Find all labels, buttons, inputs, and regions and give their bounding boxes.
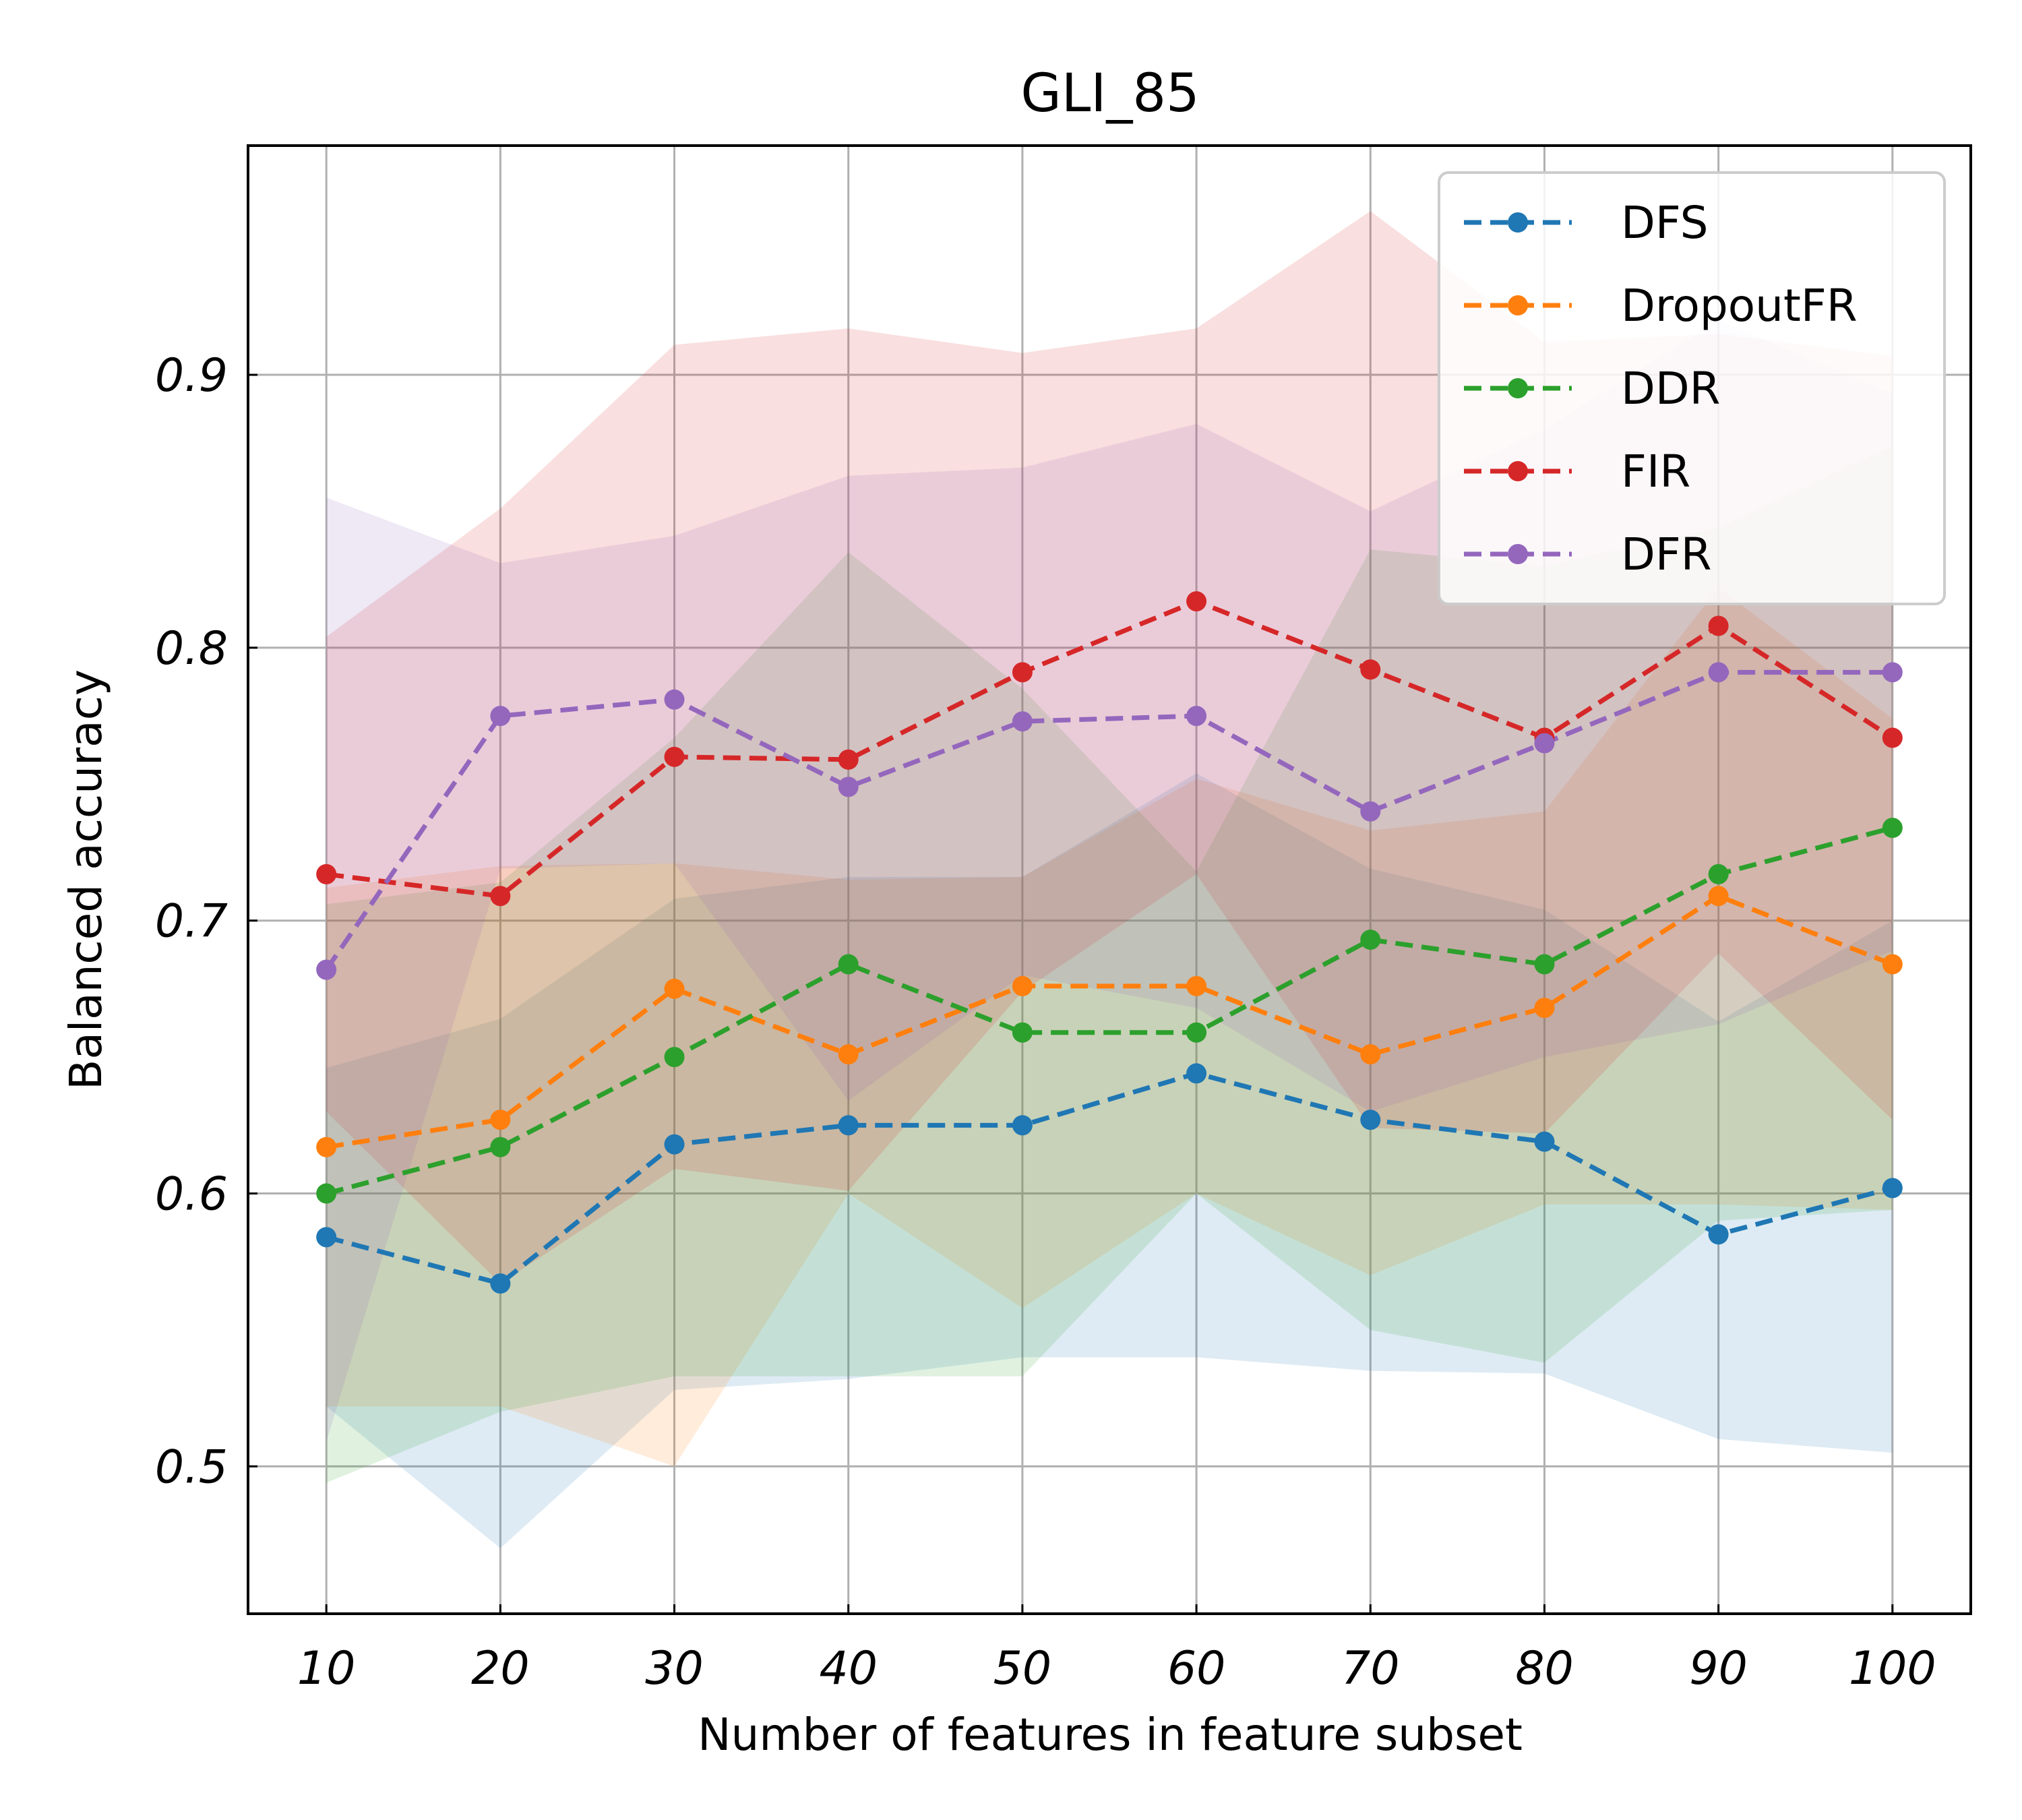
fir-point <box>316 863 337 884</box>
ddr-band <box>326 446 1893 1483</box>
dfs-point <box>664 1134 685 1155</box>
fir-point <box>1360 659 1381 680</box>
dfr-line <box>324 669 1893 971</box>
dfs-point <box>838 1115 859 1136</box>
x-tick-label: 30 <box>645 1642 704 1695</box>
legend-dfs-label: DFS <box>1621 197 1709 249</box>
fir-point <box>1882 727 1903 748</box>
dropoutfr-line <box>326 893 1894 1150</box>
ddr-point <box>1012 1022 1033 1043</box>
dfs-point <box>316 1227 337 1248</box>
x-tick-label: 60 <box>1167 1642 1226 1695</box>
x-tick-label: 40 <box>819 1642 878 1695</box>
dfr-point <box>316 959 337 980</box>
x-axis-label: Number of features in feature subset <box>698 1709 1523 1761</box>
dfr-point <box>1360 801 1381 822</box>
fir-point <box>1708 615 1729 636</box>
fir-line <box>326 599 1894 899</box>
dropoutfr-point <box>1882 954 1903 975</box>
x-tick-label: 80 <box>1515 1642 1574 1695</box>
dfr-point <box>1882 662 1903 683</box>
legend-ddr-marker <box>1508 378 1528 398</box>
dfs-line <box>326 1070 1893 1286</box>
y-tick-label: 0.6 <box>155 1168 228 1221</box>
legend-ddr-label: DDR <box>1621 363 1721 415</box>
dropoutfr-point <box>664 978 685 999</box>
dropoutfr-point <box>1360 1044 1381 1065</box>
fir-point <box>1186 591 1207 612</box>
ddr-line <box>326 825 1893 1196</box>
dfs-point <box>1012 1115 1033 1136</box>
ddr-point <box>1882 818 1903 839</box>
ddr-point <box>838 954 859 975</box>
dropoutfr-point <box>1012 975 1033 996</box>
y-tick-label: 0.7 <box>155 895 228 948</box>
legend-box <box>1438 171 1946 605</box>
fir-point <box>838 749 859 770</box>
x-tick-label: 20 <box>471 1642 530 1695</box>
x-tick-label: 50 <box>993 1642 1052 1695</box>
legend-dfs-marker <box>1508 212 1528 233</box>
dfs-point <box>1708 1224 1729 1245</box>
dfs-point <box>1882 1178 1903 1199</box>
dfr-point <box>664 689 685 710</box>
y-tick-label: 0.5 <box>155 1440 228 1494</box>
x-tick-label: 70 <box>1341 1642 1400 1695</box>
fir-point <box>664 746 685 767</box>
x-tick-label: 10 <box>297 1642 356 1695</box>
dfs-point <box>1534 1131 1555 1152</box>
dropoutfr-point <box>1186 975 1207 996</box>
dfs-point <box>490 1273 511 1294</box>
ddr-point <box>316 1183 337 1204</box>
ddr-point <box>1186 1022 1207 1043</box>
dfr-point <box>1708 662 1729 683</box>
y-tick-label: 0.8 <box>155 622 228 675</box>
dfr-point <box>838 777 859 797</box>
x-tick-labels: 10 20 30 40 50 60 70 80 90 100 <box>297 1642 1936 1695</box>
dropoutfr-band <box>326 587 1893 1467</box>
legend-dropoutfr-marker <box>1508 295 1528 315</box>
ddr-point <box>490 1136 511 1157</box>
dropoutfr-point <box>316 1136 337 1157</box>
legend: DFS DropoutFR DDR FIR DFR <box>1438 171 1946 605</box>
ddr-point <box>1708 863 1729 884</box>
series-lines <box>324 599 1894 1286</box>
ddr-point <box>1534 954 1555 975</box>
ddr-point <box>664 1047 685 1068</box>
x-tick-label: 90 <box>1689 1642 1748 1695</box>
legend-dfr-marker <box>1508 544 1528 564</box>
dropoutfr-point <box>1708 886 1729 907</box>
y-tick-label: 0.9 <box>155 349 228 402</box>
legend-dfr-label: DFR <box>1621 528 1712 580</box>
dfs-point <box>1360 1110 1381 1130</box>
y-tick-labels: 0.5 0.6 0.7 0.8 0.9 <box>155 349 228 1494</box>
dropoutfr-point <box>838 1044 859 1065</box>
legend-dropoutfr-label: DropoutFR <box>1621 280 1858 332</box>
plot-frame <box>247 144 1972 1615</box>
dropoutfr-point <box>490 1110 511 1130</box>
dfr-point <box>1186 706 1207 727</box>
chart-title: GLI_85 <box>1020 63 1199 124</box>
dfr-point <box>1012 711 1033 732</box>
dfr-point <box>490 706 511 727</box>
ddr-point <box>1360 930 1381 950</box>
x-tick-label: 100 <box>1849 1642 1936 1695</box>
fir-point <box>1012 662 1033 683</box>
legend-fir-marker <box>1508 461 1528 481</box>
dfr-point <box>1534 733 1555 754</box>
dfs-point <box>1186 1063 1207 1084</box>
axis-ticks <box>248 373 1894 1614</box>
series-markers <box>316 591 1903 1294</box>
fir-point <box>490 886 511 907</box>
dfs-band <box>326 773 1893 1548</box>
dropoutfr-point <box>1534 998 1555 1019</box>
legend-fir-label: FIR <box>1621 446 1690 497</box>
y-axis-label: Balanced accuracy <box>60 669 112 1090</box>
